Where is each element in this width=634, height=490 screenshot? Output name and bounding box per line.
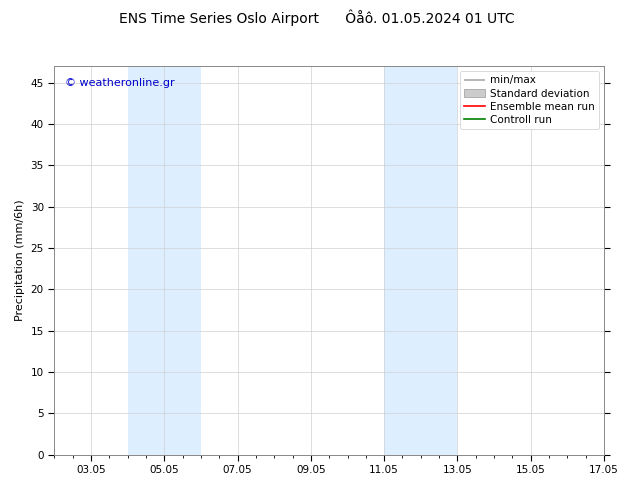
Bar — [384, 66, 458, 455]
Bar — [127, 66, 201, 455]
Text: © weatheronline.gr: © weatheronline.gr — [65, 78, 175, 88]
Y-axis label: Precipitation (mm/6h): Precipitation (mm/6h) — [15, 199, 25, 321]
Text: ENS Time Series Oslo Airport      Ôåô. 01.05.2024 01 UTC: ENS Time Series Oslo Airport Ôåô. 01.05.… — [119, 10, 515, 26]
Legend: min/max, Standard deviation, Ensemble mean run, Controll run: min/max, Standard deviation, Ensemble me… — [460, 72, 599, 129]
